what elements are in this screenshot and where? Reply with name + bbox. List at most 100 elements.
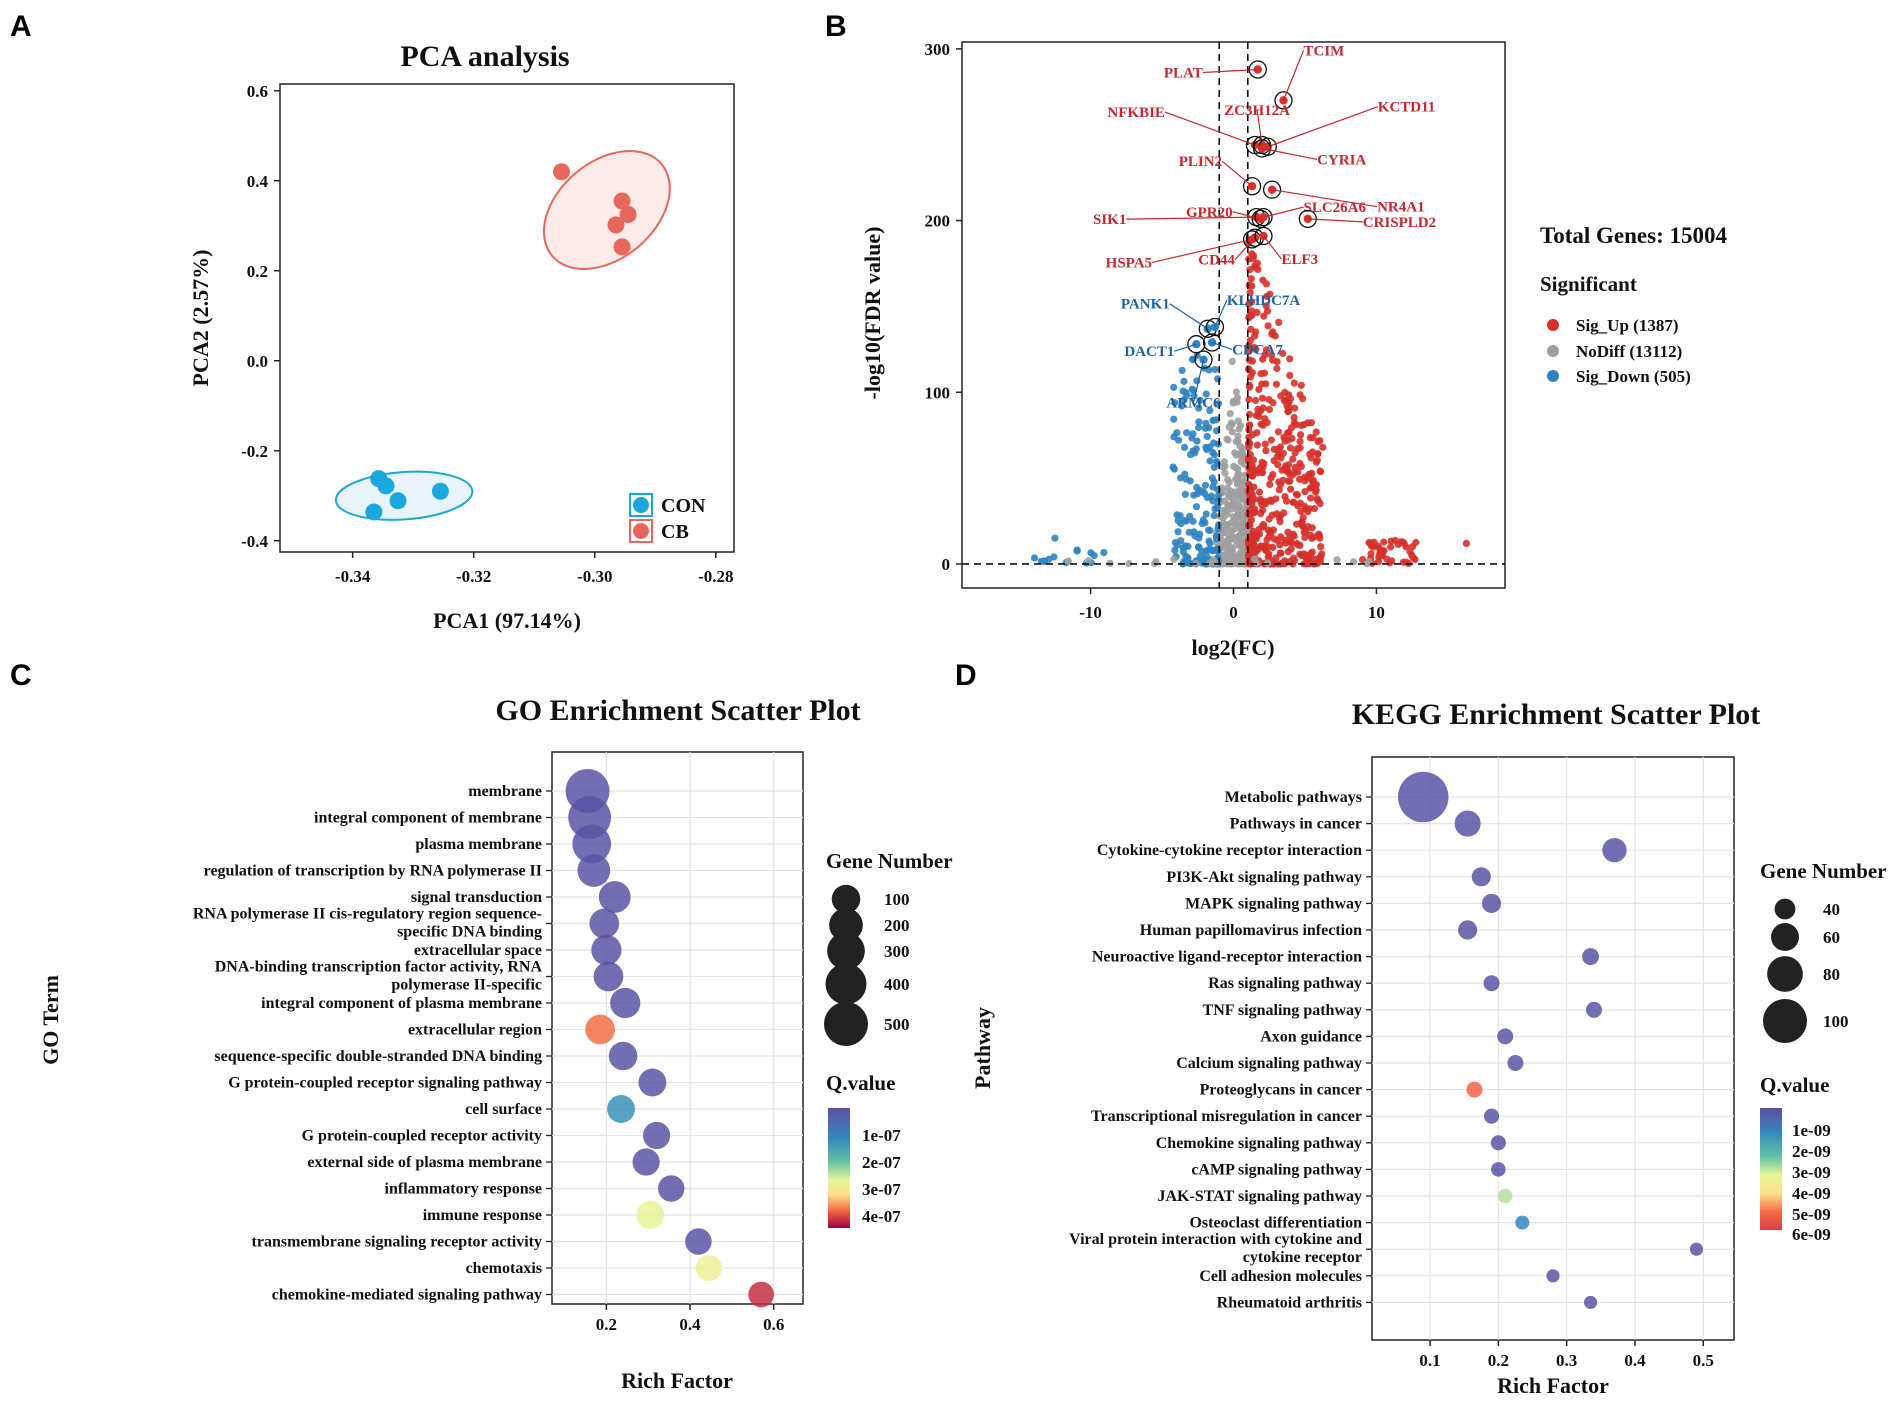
- volcano-point-up: [1267, 529, 1275, 537]
- kegg-color-legend-label: 5e-09: [1792, 1205, 1831, 1224]
- volcano-point-up: [1294, 541, 1302, 549]
- volcano-point-down: [1199, 355, 1208, 364]
- volcano-point-up: [1247, 275, 1255, 283]
- volcano-point-down: [1210, 511, 1218, 520]
- volcano-point-up: [1267, 351, 1276, 359]
- volcano-point-up: [1380, 538, 1388, 546]
- kegg-term-label: Ras signaling pathway: [1208, 975, 1362, 992]
- volcano-point-up: [1286, 444, 1295, 452]
- total-genes-label: Total Genes: 15004: [1540, 223, 1727, 248]
- pca-point-con-4: [365, 503, 383, 521]
- volcano-point-nodiff: [1228, 357, 1236, 365]
- kegg-dot-human-papillomavirus-infection: [1458, 920, 1478, 940]
- volcano-point-up: [1275, 514, 1283, 522]
- volcano-point-up: [1251, 531, 1259, 539]
- go-dot-immune-response: [636, 1201, 665, 1229]
- kegg-size-legend-dot-40: [1774, 898, 1796, 920]
- pca-plot-frame: [279, 83, 735, 553]
- volcano-point-up: [1265, 550, 1273, 558]
- volcano-point-down: [1090, 552, 1098, 560]
- kegg-dot-pi3k-akt-signaling-pathway: [1471, 867, 1491, 887]
- gene-leader-plin2: [1221, 160, 1253, 187]
- volcano-point-down: [1212, 532, 1220, 540]
- volcano-point-nodiff: [1228, 428, 1236, 436]
- pca-x-tick-label: -0.28: [698, 567, 733, 586]
- volcano-point-up: [1387, 543, 1395, 551]
- highlight-ring-cyria: [1252, 139, 1272, 158]
- volcano-point-up: [1289, 455, 1297, 463]
- go-term-label: plasma membrane: [415, 836, 542, 853]
- volcano-point-nodiff: [1238, 447, 1246, 455]
- legend-label-sig-down: Sig_Down (505): [1576, 367, 1691, 386]
- volcano-point-up: [1287, 539, 1296, 547]
- volcano-point-up: [1245, 366, 1253, 374]
- panel-label-c: C: [10, 659, 32, 692]
- volcano-point-down: [1192, 339, 1201, 349]
- volcano-point-nodiff: [1228, 420, 1236, 429]
- volcano-point-down: [1186, 512, 1194, 520]
- volcano-y-tick-label: 100: [925, 383, 951, 402]
- volcano-point-up: [1398, 538, 1407, 546]
- gene-leader-tcim: [1282, 50, 1305, 101]
- volcano-point-up: [1301, 533, 1309, 542]
- volcano-point-up: [1258, 394, 1267, 402]
- go-term-label: G protein-coupled receptor signaling pat…: [228, 1075, 542, 1092]
- go-dot-signal-transduction: [598, 881, 631, 913]
- volcano-point-nodiff: [1228, 528, 1236, 536]
- kegg-size-legend-dot-60: [1771, 923, 1799, 951]
- volcano-point-up: [1257, 509, 1265, 518]
- legend-dot-con: [633, 497, 649, 513]
- go-term-label: integral component of plasma membrane: [261, 995, 542, 1012]
- legend-label-sig-up: Sig_Up (1387): [1576, 316, 1678, 335]
- volcano-point-nodiff: [1222, 540, 1230, 549]
- gene-label-cdca7: CDCA7: [1232, 342, 1283, 358]
- volcano-point-down: [1209, 497, 1217, 505]
- volcano-point-up: [1312, 428, 1320, 436]
- volcano-point-up: [1270, 535, 1278, 543]
- volcano-point-up: [1273, 364, 1281, 373]
- volcano-point-up: [1246, 373, 1255, 381]
- kegg-size-legend-label: 40: [1823, 900, 1840, 919]
- volcano-point-up: [1258, 458, 1266, 466]
- volcano-point-up: [1257, 497, 1265, 505]
- volcano-point-up: [1287, 545, 1295, 553]
- volcano-point-down: [1208, 474, 1216, 482]
- legend-dot-sig-up: [1547, 319, 1559, 331]
- kegg-term-label: Metabolic pathways: [1225, 789, 1362, 806]
- kegg-dot-viral-protein-interaction-with-cytokine-and-cytokine-receptor: [1689, 1242, 1704, 1256]
- volcano-point-up: [1276, 443, 1285, 451]
- volcano-point-nodiff: [1209, 556, 1217, 564]
- go-term-label: extracellular region: [408, 1022, 542, 1039]
- pca-x-tick-label: -0.30: [577, 567, 612, 586]
- volcano-y-axis-title: -log10(FDR value): [860, 227, 885, 400]
- kegg-term-label: PI3K-Akt signaling pathway: [1166, 869, 1362, 886]
- gene-label-nr4a1: NR4A1: [1377, 200, 1425, 216]
- panel-label-a: A: [10, 10, 32, 43]
- gene-leader-cd44: [1234, 237, 1256, 261]
- go-dot-chemotaxis: [695, 1254, 722, 1282]
- volcano-point-up: [1285, 403, 1293, 412]
- go-color-legend-label: 2e-07: [862, 1153, 901, 1172]
- go-dot-sequence-specific-double-stranded-dna-binding: [608, 1041, 638, 1071]
- volcano-point-up: [1248, 357, 1256, 365]
- volcano-point-up: [1262, 447, 1270, 455]
- go-dot-inflammatory-response: [657, 1175, 685, 1202]
- volcano-point-up: [1316, 500, 1324, 508]
- go-size-legend-dot-500: [824, 1002, 868, 1046]
- volcano-point-up: [1245, 410, 1254, 418]
- volcano-point-up: [1310, 505, 1318, 513]
- kegg-term-label: JAK-STAT signaling pathway: [1158, 1188, 1363, 1205]
- volcano-point-down: [1202, 443, 1210, 451]
- go-size-legend-dot-300: [827, 932, 865, 970]
- highlight-ring-hspa5: [1242, 230, 1262, 249]
- volcano-point-down: [1203, 432, 1211, 440]
- volcano-x-tick-label: 10: [1368, 603, 1385, 622]
- kegg-color-legend-label: 4e-09: [1792, 1184, 1831, 1203]
- volcano-point-up: [1307, 550, 1315, 558]
- volcano-point-nodiff: [1064, 557, 1072, 565]
- volcano-point-up: [1266, 480, 1274, 488]
- kegg-term-label: Chemokine signaling pathway: [1156, 1135, 1362, 1152]
- kegg-dot-proteoglycans-in-cancer: [1466, 1081, 1483, 1098]
- volcano-point-up: [1271, 332, 1279, 340]
- volcano-point-down: [1214, 491, 1223, 499]
